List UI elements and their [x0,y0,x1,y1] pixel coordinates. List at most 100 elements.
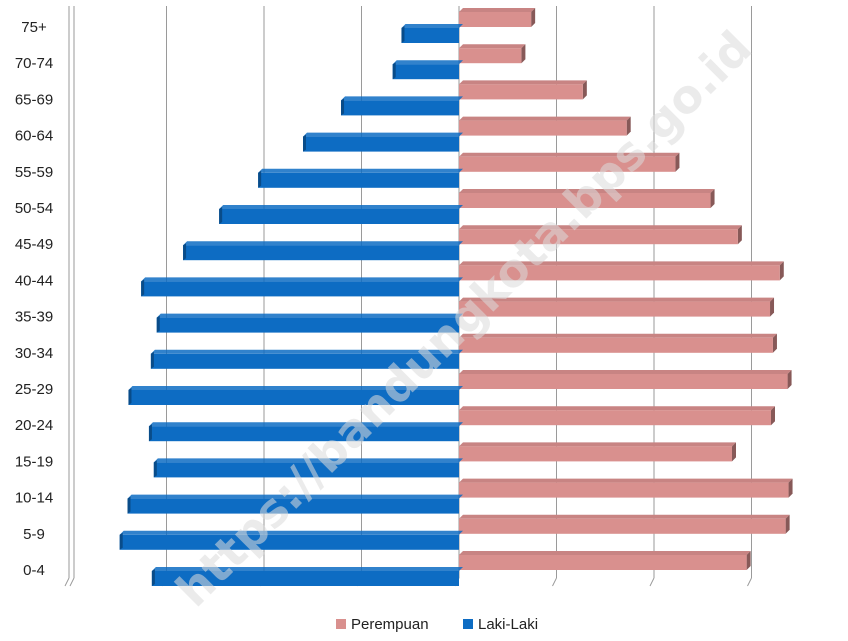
bar-perempuan-top [459,333,777,338]
bar-laki-laki-top [128,386,463,390]
bar-perempuan-top [459,189,715,193]
bar-perempuan [459,12,532,27]
category-tick-labels: 0-4 5-9 10-14 15-19 20-24 25-29 30-34 35-39 40-4… [15,19,53,579]
legend: Perempuan Laki-Laki [336,616,538,633]
tick-label: 25-29 [15,381,53,398]
bar-laki-laki-top [141,277,463,282]
bar-perempuan-top [459,8,536,12]
bar-laki-laki-top [341,96,463,101]
bar-perempuan-side [785,514,790,534]
bar-perempuan [459,156,676,172]
bar-perempuan-side [779,261,784,281]
bar-laki-laki-end [148,424,152,442]
legend-swatch [463,619,473,629]
bar-laki-laki-top [148,422,463,427]
bar-perempuan [459,193,711,208]
bar-laki-laki [219,209,459,224]
tick-label: 40-44 [15,272,53,289]
bar-laki-laki-end [151,569,155,586]
bar-perempuan [459,229,738,245]
bar-laki-laki-top [153,458,463,463]
tick-label: 30-34 [15,345,53,362]
bar-laki-laki-top [303,132,463,137]
bar-perempuan-side [746,551,751,570]
bar-perempuan-side [770,297,775,317]
bar-laki-laki [156,317,459,333]
bar-laki-laki [150,353,459,369]
tick-label: 70-74 [15,55,53,72]
bar-laki-laki [401,28,459,43]
bar-laki-laki-top [219,205,463,209]
bar-perempuan-top [459,442,736,447]
bar-perempuan-top [459,80,587,85]
bar-laki-laki-top [258,168,463,173]
bar-laki-laki-top [156,313,463,318]
grid-line-floor [552,577,557,587]
grid-line-floor [64,577,70,587]
bar-perempuan [459,410,771,426]
tick-label: 35-39 [15,309,53,326]
bar-laki-laki [128,390,459,405]
bar-laki-laki-end [401,26,405,43]
bar-perempuan [459,374,788,389]
bar-perempuan-top [459,225,742,230]
axis-line-floor [69,577,75,587]
bar-perempuan [459,337,773,353]
bar-perempuan-side [531,8,536,27]
bar-laki-laki-end [128,388,132,405]
bar-perempuan [459,84,583,100]
tick-label: 0-4 [23,562,45,579]
bar-laki-laki [341,100,459,116]
bar-perempuan [459,48,522,64]
bar-laki-laki [183,245,459,261]
bar-perempuan-side [772,333,777,353]
bar-laki-laki [258,172,459,188]
bar-perempuan-top [459,370,792,374]
legend-swatch [336,619,346,629]
grid-line-floor [747,577,752,587]
bar-laki-laki-top [183,241,463,246]
bar-perempuan-side [710,189,715,208]
grid-line-floor [649,577,655,587]
bar-laki-laki-end [219,207,223,224]
tick-label: 20-24 [15,417,53,434]
tick-label: 60-64 [15,128,53,145]
bar-perempuan-side [788,478,793,498]
bar-perempuan-top [459,478,793,483]
legend-label: Perempuan [351,616,429,633]
bar-perempuan [459,482,789,498]
bar-laki-laki [392,64,459,80]
bar-laki-laki-top [392,60,463,65]
bar-perempuan-side [626,116,631,136]
bar-perempuan-side [737,225,742,245]
tick-label: 10-14 [15,490,53,507]
tick-label: 15-19 [15,453,53,470]
bar-laki-laki-top [119,530,463,535]
bar-perempuan-side [787,370,792,389]
tick-label: 65-69 [15,91,53,108]
bar-perempuan [459,265,780,281]
bar-laki-laki [148,426,459,442]
bar-perempuan-side [582,80,587,100]
bar-perempuan-side [771,406,775,426]
tick-label: 50-54 [15,200,53,217]
bar-laki-laki-end [156,315,160,333]
bar-laki-laki-top [127,494,463,499]
bar-laki-laki [141,281,459,297]
bar-laki-laki-end [341,98,345,116]
bars [119,8,793,586]
bar-perempuan-top [459,297,775,302]
bar-laki-laki-end [153,460,157,478]
bar-perempuan-top [459,551,751,555]
bar-laki-laki-end [183,243,187,261]
bar-laki-laki-end [150,351,154,369]
tick-label: 75+ [21,19,47,36]
bar-laki-laki-end [303,134,306,152]
bar-laki-laki-top [401,24,463,28]
bar-perempuan [459,446,732,462]
bar-laki-laki-end [258,170,262,188]
bar-laki-laki-top [151,567,463,571]
bar-perempuan-top [459,152,680,157]
bar-laki-laki [127,498,459,514]
